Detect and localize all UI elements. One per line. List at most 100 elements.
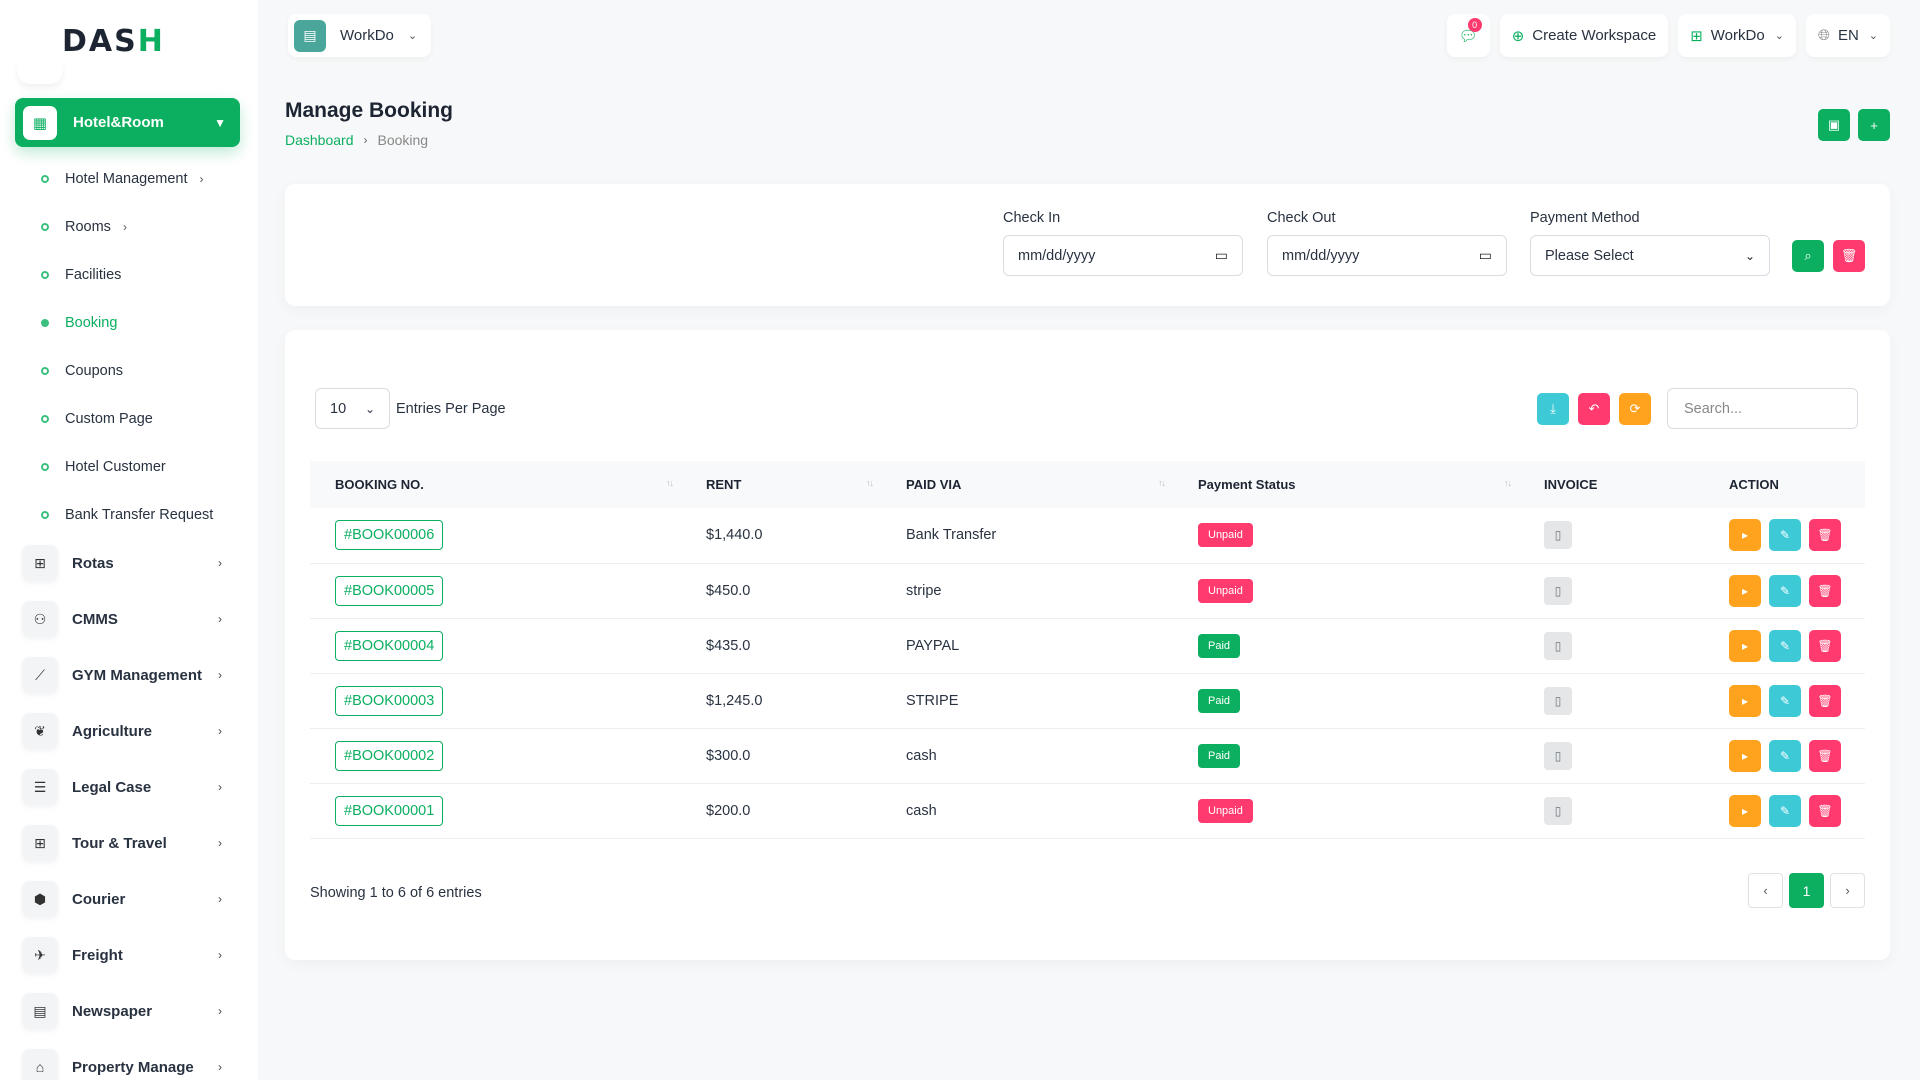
view-button[interactable]: ▸ (1729, 629, 1761, 662)
sidebar-item-legal-case[interactable]: ☰ Legal Case › (0, 759, 258, 815)
sidebar-item-rotas[interactable]: ⊞ Rotas › (0, 535, 258, 591)
view-button[interactable]: ▸ (1729, 739, 1761, 772)
sidebar-item-freight[interactable]: ✈ Freight › (0, 927, 258, 983)
apply-filter-button[interactable]: ⌕ (1792, 240, 1824, 272)
sort-icon[interactable]: ↑↓ (866, 478, 874, 488)
delete-button[interactable]: 🗑︎ (1809, 629, 1841, 662)
messages-button[interactable]: 💬︎ 0 (1446, 14, 1490, 57)
pagination-next-button[interactable]: › (1830, 873, 1865, 908)
check-out-input[interactable]: mm/dd/yyyy ▭ (1267, 235, 1507, 276)
view-button[interactable]: ▸ (1729, 574, 1761, 607)
column-header-booking-no[interactable]: BOOKING NO. ↑↓ (335, 477, 674, 492)
delete-button[interactable]: 🗑︎ (1809, 739, 1841, 772)
sidebar-subitem-coupons[interactable]: Coupons (0, 347, 258, 395)
rent-cell: $200.0 (681, 783, 881, 839)
booking-no-cell: #BOOK00004 (310, 618, 681, 674)
sidebar-subitem-custom-page[interactable]: Custom Page (0, 395, 258, 443)
language-dropdown[interactable]: 🌐︎ EN ⌄ (1805, 14, 1890, 57)
chevron-down-icon: ⌄ (364, 401, 375, 416)
sidebar-item-agriculture[interactable]: ❦ Agriculture › (0, 703, 258, 759)
pdf-icon[interactable]: ▯ (1544, 631, 1572, 660)
column-header-payment-status[interactable]: Payment Status ↑↓ (1198, 477, 1512, 492)
workspace-switch-dropdown[interactable]: ⊞ WorkDo ⌄ (1678, 14, 1796, 57)
delete-button[interactable]: 🗑︎ (1809, 574, 1841, 607)
brand-logo[interactable]: DASH (62, 23, 165, 59)
pdf-icon[interactable]: ▯ (1544, 576, 1572, 605)
booking-number-link[interactable]: #BOOK00006 (335, 520, 444, 551)
edit-button[interactable]: ✎ (1769, 574, 1801, 607)
export-button[interactable]: ⤓ (1537, 392, 1569, 425)
search-input[interactable]: Search... (1667, 388, 1858, 429)
payment-method-select[interactable]: Please Select ⌄ (1530, 235, 1770, 276)
edit-button[interactable]: ✎ (1769, 794, 1801, 827)
view-button[interactable]: ▸ (1729, 794, 1761, 827)
box-icon: ⬢ (22, 881, 58, 917)
view-button[interactable]: ▸ (1729, 519, 1761, 552)
reload-button[interactable]: ⟳ (1619, 392, 1651, 425)
sidebar-subitem-bank-transfer-request[interactable]: Bank Transfer Request (0, 491, 258, 539)
column-header-paid-via[interactable]: PAID VIA ↑↓ (906, 477, 1166, 492)
sidebar-subitem-hotel-management[interactable]: Hotel Management › (0, 155, 258, 203)
reset-button[interactable]: ↶ (1578, 392, 1610, 425)
delete-button[interactable]: 🗑︎ (1809, 519, 1841, 552)
sidebar-collapsed-item[interactable] (18, 62, 62, 84)
paid-via-cell: stripe (881, 563, 1173, 619)
calendar-icon[interactable]: ▭ (1214, 247, 1228, 263)
breadcrumb-dashboard-link[interactable]: Dashboard (285, 132, 354, 148)
sidebar-item-property-manage[interactable]: ⌂ Property Manage › (0, 1039, 258, 1080)
sort-icon[interactable]: ↑↓ (1158, 478, 1166, 488)
table-row: #BOOK00001 $200.0 cash Unpaid ▯ ▸ ✎ 🗑︎ (310, 783, 1865, 839)
create-workspace-button[interactable]: ⊕ Create Workspace (1499, 14, 1669, 57)
delete-button[interactable]: 🗑︎ (1809, 684, 1841, 717)
calendar-icon[interactable]: ▭ (1478, 247, 1492, 263)
bullet-icon (41, 415, 49, 423)
pdf-icon[interactable]: ▯ (1544, 521, 1572, 550)
edit-button[interactable]: ✎ (1769, 629, 1801, 662)
pagination-prev-button[interactable]: ‹ (1748, 873, 1783, 908)
grid-icon: ⊞ (22, 545, 58, 581)
sidebar-subitem-booking[interactable]: Booking (0, 299, 258, 347)
sidebar-item-tour-travel[interactable]: ⊞ Tour & Travel › (0, 815, 258, 871)
pencil-icon: ✎ (1779, 638, 1791, 653)
check-in-input[interactable]: mm/dd/yyyy ▭ (1003, 235, 1243, 276)
pdf-icon[interactable]: ▯ (1544, 796, 1572, 825)
status-badge: Paid (1198, 743, 1241, 768)
sidebar-item-newspaper[interactable]: ▤ Newspaper › (0, 983, 258, 1039)
booking-number-link[interactable]: #BOOK00005 (335, 575, 444, 606)
booking-number-link[interactable]: #BOOK00003 (335, 685, 444, 716)
sidebar-item-hotel-room[interactable]: ▦ Hotel&Room ▼ (15, 98, 240, 147)
booking-number-link[interactable]: #BOOK00004 (335, 630, 444, 661)
payment-status-cell: Unpaid (1173, 783, 1519, 839)
delete-button[interactable]: 🗑︎ (1809, 794, 1841, 827)
sidebar-item-cmms[interactable]: ⚇ CMMS › (0, 591, 258, 647)
entries-label: Entries Per Page (396, 400, 506, 417)
edit-button[interactable]: ✎ (1769, 519, 1801, 552)
sidebar-subitem-rooms[interactable]: Rooms › (0, 203, 258, 251)
calendar-view-button[interactable]: ▣ (1818, 109, 1850, 141)
view-button[interactable]: ▸ (1729, 684, 1761, 717)
workspace-name: WorkDo (340, 27, 394, 44)
sort-icon[interactable]: ↑↓ (666, 478, 674, 488)
workspace-dropdown[interactable]: ▤ WorkDo ⌄ (288, 14, 432, 57)
sidebar-item-gym-management[interactable]: ⟋ GYM Management › (0, 647, 258, 703)
booking-number-link[interactable]: #BOOK00001 (335, 795, 444, 826)
pagination-page-button[interactable]: 1 (1789, 873, 1824, 908)
sidebar-item-courier[interactable]: ⬢ Courier › (0, 871, 258, 927)
pdf-icon[interactable]: ▯ (1544, 686, 1572, 715)
edit-button[interactable]: ✎ (1769, 739, 1801, 772)
sidebar-subitem-hotel-customer[interactable]: Hotel Customer (0, 443, 258, 491)
check-in-label: Check In (1003, 210, 1061, 226)
pdf-icon[interactable]: ▯ (1544, 741, 1572, 770)
sidebar: DASH ▦ Hotel&Room ▼ Hotel Management › Roo… (0, 0, 258, 1080)
sidebar-subitem-facilities[interactable]: Facilities (0, 251, 258, 299)
chevron-right-icon: › (218, 556, 222, 570)
column-header-rent[interactable]: RENT ↑↓ (706, 477, 874, 492)
sort-icon[interactable]: ↑↓ (1504, 478, 1512, 488)
booking-number-link[interactable]: #BOOK00002 (335, 740, 444, 771)
add-booking-button[interactable]: + (1858, 109, 1890, 141)
entries-select[interactable]: 10 ⌄ (315, 388, 390, 429)
bullet-icon (41, 223, 49, 231)
invoice-cell: ▯ (1519, 728, 1704, 784)
edit-button[interactable]: ✎ (1769, 684, 1801, 717)
reset-filter-button[interactable]: 🗑︎ (1833, 240, 1865, 272)
